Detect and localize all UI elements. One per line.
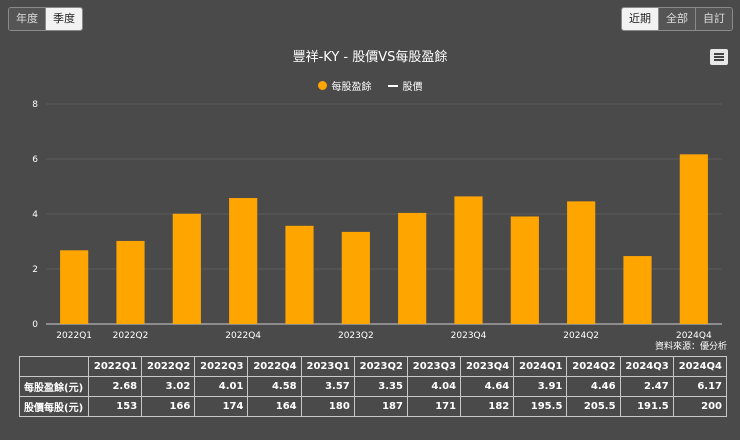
x-tick-label: 2022Q4 (225, 331, 261, 341)
chart-title: 豐祥-KY - 股價VS每股盈餘 (292, 50, 448, 65)
legend: 每股盈餘 股價 (0, 78, 740, 93)
bar-2024Q1 (510, 216, 539, 324)
y-tick-label: 4 (32, 210, 38, 220)
table-cell: 171 (406, 396, 462, 417)
table-header-cell: 2022Q3 (194, 356, 249, 377)
tab-annual[interactable]: 年度 (9, 8, 46, 30)
x-tick-label: 2022Q1 (56, 331, 92, 341)
table-cell: 6.17 (672, 376, 728, 397)
bar-2023Q3 (398, 212, 427, 324)
table-cell: 166 (141, 396, 196, 417)
table-header-cell: 2022Q1 (87, 356, 143, 377)
legend-item-price[interactable]: 股價 (387, 78, 423, 93)
table-cell: 191.5 (619, 396, 674, 417)
table-header-cell: 2023Q2 (353, 356, 408, 377)
table-cell: 180 (300, 396, 355, 417)
bar-2023Q4 (454, 196, 483, 324)
legend-line-icon (387, 84, 398, 87)
x-tick-label: 2024Q2 (563, 331, 599, 341)
bar-2024Q3 (623, 256, 652, 324)
table-header-cell: 2023Q4 (460, 356, 515, 377)
table-header-row: 2022Q1 2022Q2 2022Q3 2022Q4 2023Q1 2023Q2 2023… (19, 356, 728, 377)
table-row-label: 股價每股(元) (19, 396, 89, 417)
table-row: 股價每股(元) 153 166 174 164 180 187 171 182 195.5 205.… (19, 396, 728, 417)
table-cell: 3.02 (141, 376, 196, 397)
range-toggle: 近期 全部 自訂 (621, 7, 733, 31)
table-header-cell: 2022Q4 (247, 356, 302, 377)
tab-custom[interactable]: 自訂 (696, 8, 732, 30)
table-cell: 187 (353, 396, 408, 417)
table-cell: 205.5 (566, 396, 621, 417)
table-header-cell: 2024Q1 (513, 356, 568, 377)
x-tick-label: 2023Q4 (451, 331, 487, 341)
x-tick-label: 2023Q2 (338, 331, 374, 341)
bar-2022Q2 (116, 240, 145, 324)
legend-dot-icon (317, 81, 327, 90)
table-cell: 153 (87, 396, 143, 417)
bar-2022Q4 (229, 198, 258, 324)
bar-2022Q3 (172, 213, 201, 324)
bar-chart: 0 2 4 6 8 2022Q1 2022Q2 2022Q4 2023Q2 2023Q4 2024Q… (32, 100, 722, 341)
table-cell: 2.68 (87, 376, 143, 397)
table-cell: 3.35 (353, 376, 408, 397)
table-cell: 4.04 (406, 376, 462, 397)
table-body: 每股盈餘(元) 2.68 3.02 4.01 4.58 3.57 3.35 4.04 4.64 3… (19, 376, 728, 417)
table-cell: 3.91 (513, 376, 568, 397)
legend-label-price: 股價 (402, 82, 423, 93)
tab-recent[interactable]: 近期 (622, 8, 659, 30)
table-row: 每股盈餘(元) 2.68 3.02 4.01 4.58 3.57 3.35 4.04 4.64 3… (19, 376, 728, 397)
table-header-corner (19, 356, 89, 377)
table-cell: 164 (247, 396, 302, 417)
table-cell: 182 (460, 396, 515, 417)
bar-2024Q2 (567, 201, 596, 324)
table-cell: 4.46 (566, 376, 621, 397)
table-header-cell: 2023Q3 (406, 356, 462, 377)
data-source: 資料來源：優分析 (654, 342, 727, 352)
data-table: 2022Q1 2022Q2 2022Q3 2022Q4 2023Q1 2023Q2 2023… (19, 356, 728, 417)
menu-icon[interactable] (710, 49, 728, 65)
x-tick-label: 2024Q4 (676, 331, 712, 341)
period-toggle: 年度 季度 (8, 7, 83, 31)
table-cell: 3.57 (300, 376, 355, 397)
table-header-cell: 2024Q3 (619, 356, 674, 377)
y-tick-label: 2 (32, 265, 38, 275)
bar-2023Q1 (285, 225, 314, 324)
bar-2022Q1 (60, 250, 89, 324)
table-cell: 4.01 (194, 376, 249, 397)
table-cell: 4.58 (247, 376, 302, 397)
table-row-label: 每股盈餘(元) (19, 376, 89, 397)
y-tick-label: 8 (32, 100, 38, 110)
table-cell: 2.47 (619, 376, 674, 397)
table-cell: 4.64 (460, 376, 515, 397)
table-header-cell: 2022Q2 (141, 356, 196, 377)
legend-item-eps[interactable]: 每股盈餘 (317, 78, 372, 93)
bar-2023Q2 (341, 231, 370, 324)
table-header-cell: 2024Q4 (672, 356, 728, 377)
tab-quarterly[interactable]: 季度 (46, 8, 82, 30)
table-cell: 200 (672, 396, 728, 417)
table-cell: 195.5 (513, 396, 568, 417)
table-header-cell: 2024Q2 (566, 356, 621, 377)
bar-2024Q4 (679, 154, 708, 324)
table-header-cell: 2023Q1 (300, 356, 355, 377)
tab-all[interactable]: 全部 (659, 8, 696, 30)
y-tick-label: 6 (32, 155, 38, 165)
legend-label-eps: 每股盈餘 (331, 82, 372, 93)
y-tick-label: 0 (32, 320, 38, 330)
x-tick-label: 2022Q2 (113, 331, 149, 341)
table-cell: 174 (194, 396, 249, 417)
